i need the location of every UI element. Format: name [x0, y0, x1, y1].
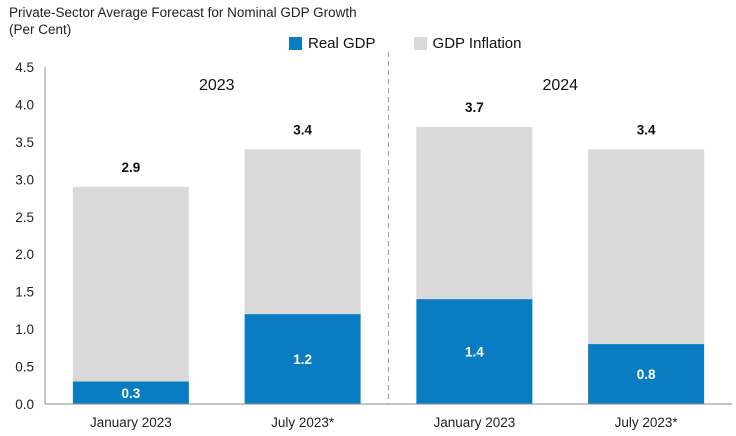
bar-real-gdp — [588, 344, 705, 404]
y-tick-label: 0.0 — [15, 397, 34, 412]
y-tick-label: 1.0 — [15, 322, 34, 337]
chart-title-line1: Private-Sector Average Forecast for Nomi… — [9, 5, 357, 20]
legend-swatch-real-gdp — [289, 37, 302, 50]
group-label: 2024 — [542, 77, 578, 94]
x-tick-label: January 2023 — [90, 415, 172, 430]
legend-label-real-gdp: Real GDP — [308, 35, 376, 52]
x-tick-label: July 2023* — [615, 415, 679, 430]
legend-item-gdp-inflation: GDP Inflation — [413, 35, 522, 52]
y-tick-label: 3.5 — [15, 135, 34, 150]
x-tick-label: January 2023 — [433, 415, 515, 430]
y-tick-label: 3.0 — [15, 172, 34, 187]
y-tick-label: 0.5 — [15, 360, 34, 375]
bar-gdp-inflation — [416, 126, 533, 300]
y-tick-label: 2.5 — [15, 210, 34, 225]
y-tick-label: 4.0 — [15, 97, 34, 112]
data-label-total: 3.7 — [465, 100, 484, 115]
legend-label-gdp-inflation: GDP Inflation — [432, 35, 522, 52]
data-label-real-gdp: 1.4 — [465, 345, 484, 360]
bar-gdp-inflation — [244, 149, 361, 315]
bar-real-gdp — [244, 314, 361, 404]
legend-swatch-gdp-inflation — [413, 37, 427, 50]
group-label: 2023 — [199, 77, 235, 94]
chart-title: Private-Sector Average Forecast for Nomi… — [9, 4, 357, 38]
x-tick-label: July 2023* — [271, 415, 335, 430]
y-tick-label: 1.5 — [15, 285, 34, 300]
bar-real-gdp — [416, 299, 533, 404]
chart-title-line2: (Per Cent) — [9, 22, 72, 37]
bar-real-gdp — [72, 381, 189, 404]
data-label-real-gdp: 0.8 — [637, 367, 656, 382]
data-label-total: 3.4 — [637, 122, 656, 137]
data-label-real-gdp: 1.2 — [293, 352, 312, 367]
data-label-real-gdp: 0.3 — [121, 386, 140, 401]
legend-item-real-gdp: Real GDP — [289, 35, 376, 52]
chart-legend: Real GDP GDP Inflation — [289, 35, 559, 52]
bar-gdp-inflation — [72, 186, 189, 382]
y-tick-label: 4.5 — [15, 60, 34, 75]
bar-gdp-inflation — [588, 149, 705, 345]
y-tick-label: 2.0 — [15, 247, 34, 262]
data-label-total: 3.4 — [293, 122, 312, 137]
data-label-total: 2.9 — [121, 160, 140, 175]
